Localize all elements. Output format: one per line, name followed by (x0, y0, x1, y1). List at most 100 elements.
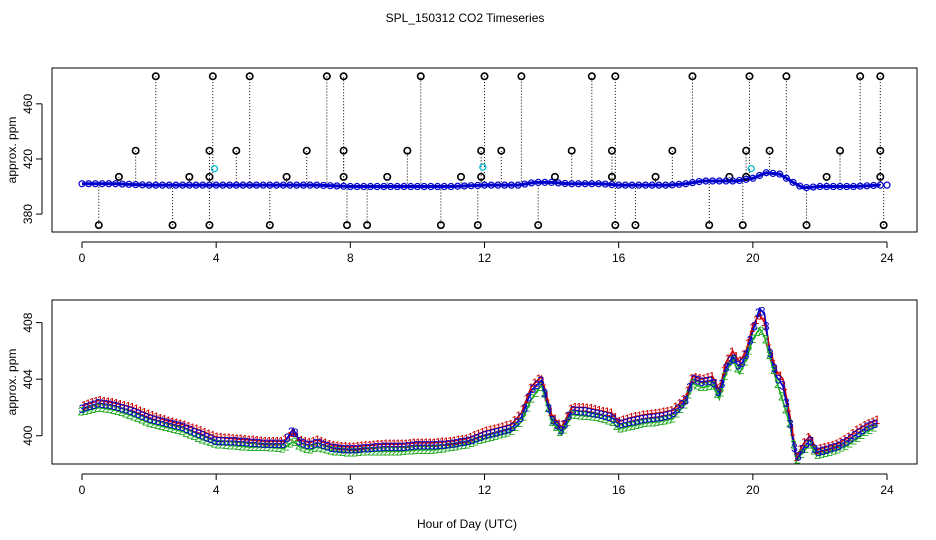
series-3-point-label: 3 (195, 427, 202, 441)
series-1-point-label: 1 (455, 433, 462, 447)
data-point-marker (212, 181, 220, 189)
series-1-point-label: 1 (640, 408, 647, 422)
series-2-point-label: 2 (363, 444, 370, 458)
series-2-point-label: 2 (738, 363, 745, 377)
series-3-point-label: 3 (364, 441, 371, 455)
series-1-point-label: 1 (870, 415, 877, 429)
series-3-point-label: 3 (256, 437, 263, 451)
series-2-point-label: 2 (380, 444, 387, 458)
bottom-x-axis: 0 4 8 12 16 20 24 (79, 473, 894, 497)
data-point-marker (85, 180, 93, 188)
series-2-point-label: 2 (303, 442, 310, 456)
series-2-point-label: 2 (480, 432, 487, 446)
series-1-point-label: 1 (813, 443, 820, 457)
series-3-point-label: 3 (642, 412, 649, 426)
data-point-marker (225, 181, 234, 189)
series-1-point-label: 1 (862, 419, 869, 433)
data-point-marker (856, 182, 864, 190)
spike-small-marker (651, 172, 660, 181)
series-1-point-label: 1 (544, 390, 551, 404)
series-1-point-label: 1 (825, 439, 832, 453)
series-3-point-label: 3 (807, 434, 814, 448)
spike-mid-marker (232, 146, 241, 155)
series-2-point-label: 2 (565, 415, 572, 429)
series-3-point-label: 3 (272, 437, 279, 451)
series-3-point-label: 3 (385, 440, 392, 454)
series-1-point-label: 1 (507, 418, 514, 432)
series-1-point-label: 1 (354, 439, 361, 453)
data-point-marker (179, 181, 187, 189)
series-1-point-label: 1 (157, 411, 164, 425)
spike-mid-marker (836, 146, 845, 155)
series-3-point-label: 3 (839, 437, 846, 451)
series-1-point-label: 1 (266, 434, 273, 448)
data-point-marker (534, 178, 542, 186)
data-point-marker (675, 180, 683, 188)
data-point-marker (682, 180, 690, 188)
series-1-point-label: 1 (519, 403, 526, 417)
series-1-point-label: 1 (270, 434, 277, 448)
series-3-point-label: 3 (187, 424, 194, 438)
series-1-point-label: 1 (624, 412, 631, 426)
series-3-point-label: 3 (280, 437, 287, 451)
series-2-point-label: 2 (561, 423, 568, 437)
series-3-point-label: 3 (682, 393, 689, 407)
top-x-tick-label: 16 (612, 251, 626, 265)
spike-high-marker (151, 72, 160, 81)
data-point-marker (172, 181, 180, 189)
series-2-point-label: 2 (235, 439, 242, 453)
series-2-point-label: 2 (271, 441, 278, 455)
series-2-point-label: 2 (693, 378, 700, 392)
spike-low-marker (205, 221, 214, 230)
series-3-point-label: 3 (449, 437, 456, 451)
series-1-point-label: 1 (705, 371, 712, 385)
series-1-point-label: 1 (499, 420, 506, 434)
series-1-point-label: 1 (242, 433, 249, 447)
series-2-point-label: 2 (553, 420, 560, 434)
series-2-point-label: 2 (802, 442, 809, 456)
bottom-y-tick-label: 404 (21, 369, 35, 389)
series-3-point-label: 3 (602, 409, 609, 423)
series-1-point-label: 1 (841, 433, 848, 447)
series-2-point-label: 2 (98, 401, 105, 415)
series-3-point-label: 3 (131, 406, 138, 420)
data-point-marker (413, 182, 422, 191)
series-1-point-label: 1 (725, 352, 732, 366)
series-2-point-label: 2 (657, 414, 664, 428)
series-3-point-label: 3 (91, 398, 98, 412)
data-point-marker (628, 181, 636, 189)
series-3-point-label: 3 (489, 427, 496, 441)
data-point-marker (829, 182, 837, 191)
spike-small-marker (742, 172, 751, 181)
series-3-line (81, 306, 878, 463)
bottom-panel: 1111111111111111111111111111111111111111… (5, 299, 918, 497)
series-3-point-label: 3 (731, 352, 738, 366)
data-point-marker (816, 182, 824, 191)
cyan-point-marker (747, 164, 755, 173)
series-2-point-label: 2 (118, 405, 125, 419)
series-2-point-label: 2 (589, 410, 596, 424)
series-1-point-label: 1 (350, 440, 357, 454)
series-2-point-label: 2 (355, 445, 362, 459)
series-1-point-label: 1 (684, 384, 691, 398)
series-1-point-label: 1 (391, 437, 398, 451)
spike-mid-marker (567, 146, 576, 155)
series-1-point-label: 1 (278, 434, 285, 448)
bottom-y-axis-title: approx. ppm (5, 349, 19, 416)
series-1-point-label: 1 (849, 426, 856, 440)
series-1-point-label: 1 (866, 417, 873, 431)
series-1-point-label: 1 (330, 439, 337, 453)
series-1-point-label: 1 (137, 404, 144, 418)
series-3-point-label: 3 (707, 374, 714, 388)
series-2-point-label: 2 (210, 436, 217, 450)
series-2-point-label: 2 (307, 443, 314, 457)
series-2-point-label: 2 (766, 348, 773, 362)
series-1-point-label: 1 (238, 432, 245, 446)
series-1-point-label: 1 (161, 413, 168, 427)
series-2-point-label: 2 (339, 445, 346, 459)
series-2-point-label: 2 (577, 408, 584, 422)
data-point-marker (91, 180, 100, 188)
series-3-point-label: 3 (268, 437, 275, 451)
series-2-point-label: 2 (456, 439, 463, 453)
series-3-point-label: 3 (115, 400, 122, 414)
